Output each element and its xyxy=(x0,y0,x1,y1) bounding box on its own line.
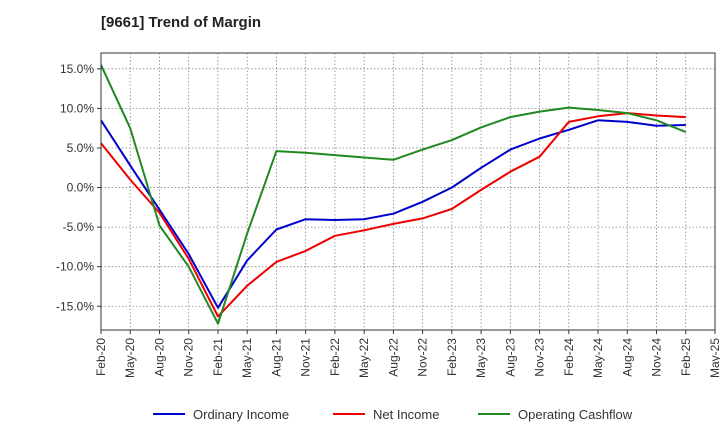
x-tick-label: May-23 xyxy=(474,338,488,378)
x-tick-label: Nov-22 xyxy=(416,338,430,377)
series-layer xyxy=(100,64,687,325)
horizontal-gridlines xyxy=(101,68,715,307)
x-tick-label: Feb-24 xyxy=(562,338,576,376)
legend-label-net-income: Net Income xyxy=(373,406,440,422)
x-tick-label: Nov-21 xyxy=(299,338,313,377)
chart-title: [9661] Trend of Margin xyxy=(101,14,262,31)
x-tick-label: May-21 xyxy=(240,338,254,378)
x-tick-label: Feb-21 xyxy=(211,338,225,376)
y-tick-label: -10.0% xyxy=(56,260,94,274)
series-line-ordinary-income xyxy=(100,119,686,309)
x-tick-label: Feb-22 xyxy=(328,338,342,376)
x-tick-label: Feb-20 xyxy=(94,338,108,376)
y-tick-label: 15.0% xyxy=(60,62,94,76)
y-tick-label: -5.0% xyxy=(63,220,95,234)
x-tick-label: May-24 xyxy=(591,338,605,378)
legend: Ordinary Income Net Income Operating Cas… xyxy=(0,404,720,424)
series-line-operating-cashflow xyxy=(100,64,687,325)
y-tick-label: 10.0% xyxy=(60,101,94,115)
plot-frame xyxy=(100,52,716,331)
legend-label-ordinary-income: Ordinary Income xyxy=(193,406,290,422)
x-tick-label: Aug-20 xyxy=(152,338,166,377)
x-tick-label: May-22 xyxy=(357,338,371,378)
x-tick-label: Nov-24 xyxy=(650,338,664,377)
x-tick-label: Feb-23 xyxy=(445,338,459,376)
legend-label-operating-cashflow: Operating Cashflow xyxy=(518,406,633,422)
x-tick-label: Aug-22 xyxy=(386,338,400,377)
y-tick-label: -15.0% xyxy=(56,299,94,313)
x-tick-label: May-25 xyxy=(708,338,720,378)
legend-item-operating-cashflow: Operating Cashflow xyxy=(478,404,632,424)
series-line-net-income xyxy=(100,112,686,318)
vertical-gridlines xyxy=(129,53,687,330)
plot-background xyxy=(101,53,715,330)
legend-item-net-income: Net Income xyxy=(333,404,439,424)
x-tick-label: Aug-23 xyxy=(503,338,517,377)
x-tick-label: Feb-25 xyxy=(679,338,693,376)
x-tick-label: May-20 xyxy=(123,338,137,378)
y-axis: 15.0% 10.0% 5.0% 0.0% -5.0% -10.0% -15.0% xyxy=(56,62,101,313)
y-tick-label: 0.0% xyxy=(67,181,95,195)
x-axis: Feb-20 May-20 Aug-20 Nov-20 Feb-21 May-21 Aug-… xyxy=(94,330,720,378)
legend-swatch-ordinary-income xyxy=(153,413,185,415)
legend-item-ordinary-income: Ordinary Income xyxy=(153,404,289,424)
legend-swatch-net-income xyxy=(333,413,365,415)
x-tick-label: Aug-21 xyxy=(269,338,283,377)
x-tick-label: Nov-23 xyxy=(533,338,547,377)
legend-swatch-operating-cashflow xyxy=(478,413,510,415)
x-tick-label: Aug-24 xyxy=(620,338,634,377)
x-tick-label: Nov-20 xyxy=(182,338,196,377)
y-tick-label: 5.0% xyxy=(67,141,95,155)
